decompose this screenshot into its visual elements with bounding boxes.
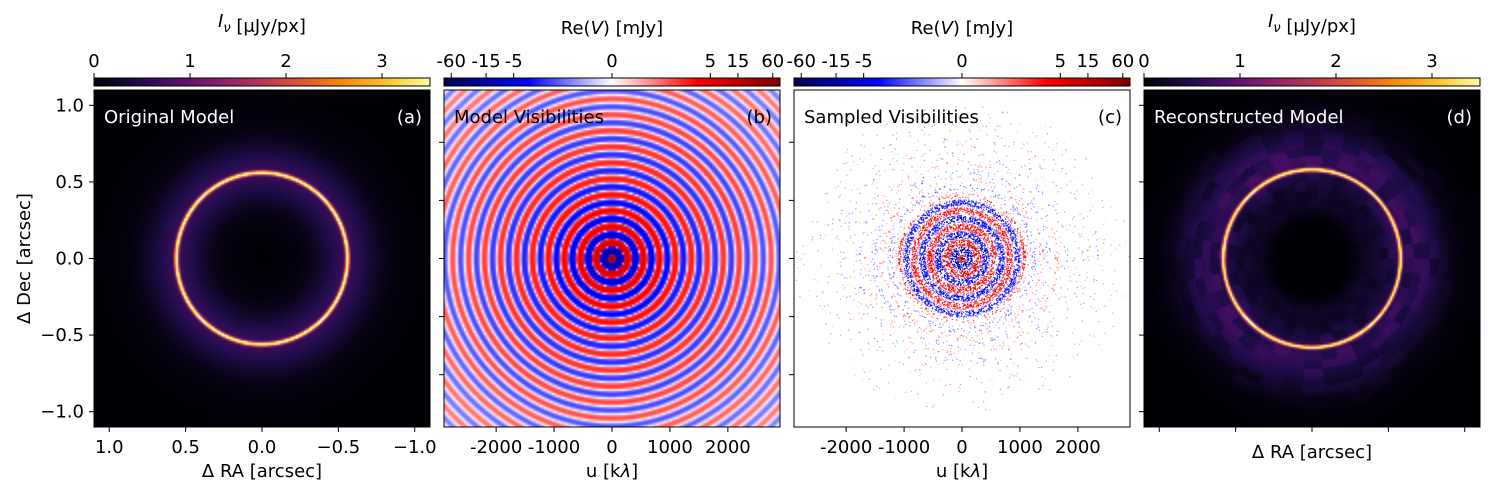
panel-label: (c) xyxy=(1098,107,1122,128)
image-sampled-visibilities xyxy=(794,90,1130,427)
x-tick-label: −0.5 xyxy=(317,437,361,458)
x-tick-label: 0.5 xyxy=(171,437,200,458)
x-tick-label: 1.0 xyxy=(95,437,124,458)
y-tick-label: 0.5 xyxy=(55,172,84,193)
colorbar-tick-label: 15 xyxy=(726,51,749,72)
panel-label: (a) xyxy=(397,107,422,128)
y-tick-label: −0.5 xyxy=(40,325,84,346)
colorbar-tick-label: 60 xyxy=(761,51,784,72)
x-tick-label: -1000 xyxy=(878,437,930,458)
x-tick-label: 1000 xyxy=(647,437,693,458)
colorbar-tick-label: -15 xyxy=(471,51,500,72)
x-axis-label: u [kλ] xyxy=(586,461,638,482)
colorbar-tick-label: 0 xyxy=(606,51,617,72)
colorbar-tick-label: -60 xyxy=(787,51,816,72)
y-tick-label: 1.0 xyxy=(55,95,84,116)
colorbar-tick-label: 2 xyxy=(280,51,291,72)
colorbar-tick-label: 1 xyxy=(1234,51,1245,72)
panel-d: Reconstructed Model (d) Δ RA [arcsec] 0 1 2 3 I… xyxy=(1138,11,1481,463)
x-axis-label: Δ RA [arcsec] xyxy=(202,461,322,482)
x-axis-label: Δ RA [arcsec] xyxy=(1252,442,1372,463)
image-original-model xyxy=(94,90,430,427)
panel-a: Original Model (a) 1.0 0.5 0.0 −0.5 −1.0 −1.0 −0… xyxy=(14,11,437,482)
colorbar-label: Re(V) [mJy] xyxy=(911,18,1013,39)
x-tick-label: -2000 xyxy=(820,437,872,458)
image-model-visibilities xyxy=(444,90,780,427)
panel-title: Original Model xyxy=(104,107,234,128)
panel-label: (d) xyxy=(1447,107,1472,128)
colorbar-tick-label: 0 xyxy=(88,51,99,72)
colorbar-frame xyxy=(93,77,431,87)
colorbar-tick-label: 1 xyxy=(184,51,195,72)
colorbar-label: Re(V) [mJy] xyxy=(561,18,663,39)
colorbar: -60 -15 -5 0 5 15 60 Re(V) [mJy] xyxy=(787,18,1134,87)
panel-title: Model Visibilities xyxy=(454,107,604,128)
x-tick-label: 0 xyxy=(956,437,967,458)
colorbar-gradient xyxy=(94,78,430,86)
y-tick-label: 0.0 xyxy=(55,249,84,270)
y-tick-label: −1.0 xyxy=(40,402,84,423)
colorbar-tick-label: -60 xyxy=(437,51,466,72)
colorbar-tick-label: 5 xyxy=(1055,51,1066,72)
colorbar-frame xyxy=(1143,77,1481,87)
colorbar-label: Iν [μJy/px] xyxy=(218,11,306,37)
colorbar-tick-label: 15 xyxy=(1076,51,1099,72)
colorbar-tick-label: 3 xyxy=(1426,51,1437,72)
colorbar: -60 -15 -5 0 5 15 60 Re(V) [mJy] xyxy=(437,18,784,87)
colorbar-tick-label: 60 xyxy=(1111,51,1134,72)
x-tick-label: -1000 xyxy=(528,437,580,458)
colorbar-tick-label: -5 xyxy=(855,51,873,72)
colorbar-tick-label: 0 xyxy=(956,51,967,72)
panel-label: (b) xyxy=(747,107,772,128)
colorbar-tick-label: -5 xyxy=(505,51,523,72)
x-tick-label: 0.0 xyxy=(248,437,277,458)
colorbar-label: Iν [μJy/px] xyxy=(1268,11,1356,37)
x-axis-label: u [kλ] xyxy=(936,461,988,482)
panel-title: Sampled Visibilities xyxy=(804,107,979,128)
x-tick-label: 2000 xyxy=(705,437,751,458)
x-tick-label: 0 xyxy=(606,437,617,458)
colorbar-tick-label: 3 xyxy=(376,51,387,72)
y-axis-label: Δ Dec [arcsec] xyxy=(14,193,35,324)
panel-title: Reconstructed Model xyxy=(1154,107,1344,128)
colorbar-tick-label: 0 xyxy=(1138,51,1149,72)
x-tick-label: -2000 xyxy=(470,437,522,458)
x-tick-label: 2000 xyxy=(1055,437,1101,458)
x-tick-label: 1000 xyxy=(997,437,1043,458)
panel-c: Sampled Visibilities (c) -2000 -1000 0 1000 20… xyxy=(787,18,1135,482)
colorbar-tick-label: 5 xyxy=(705,51,716,72)
colorbar-gradient xyxy=(794,78,1130,86)
colorbar-tick-label: -15 xyxy=(821,51,850,72)
x-tick-label: −1.0 xyxy=(393,437,437,458)
colorbar-tick-label: 2 xyxy=(1330,51,1341,72)
panel-b: Model Visibilities (b) -2000 -1000 0 1000 2000… xyxy=(437,18,785,482)
colorbar: 0 1 2 3 Iν [μJy/px] xyxy=(1138,11,1481,87)
image-reconstructed-model xyxy=(1144,90,1480,427)
colorbar: 0 1 2 3 Iν [μJy/px] xyxy=(88,11,431,87)
colorbar-gradient xyxy=(1144,78,1480,86)
colorbar-gradient xyxy=(444,78,780,86)
